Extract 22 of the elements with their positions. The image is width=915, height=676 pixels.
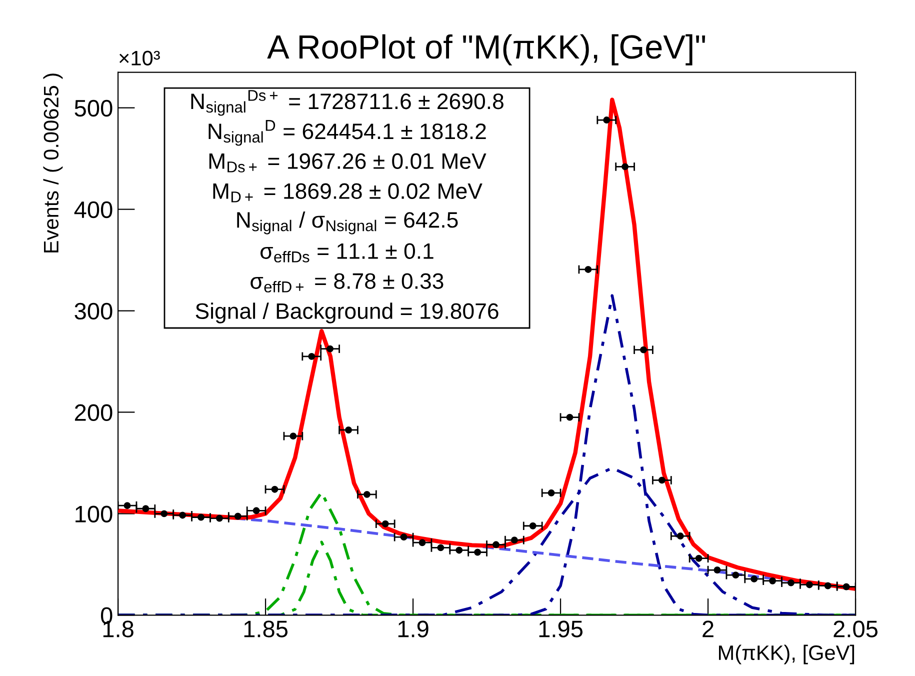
x-tick-label: 1.85 [244,620,288,638]
annotation: M$_{D+}$ = 1869.28 ± 0.02 MeV [213,183,482,202]
y-tick-label: 200 [74,404,112,422]
annotation: σ$_{effD+}$ = 8.78 ± 0.33 [250,273,444,292]
annotation: σ$_{effDs}$ = 11.1 ± 0.1 [260,243,434,262]
annotation: N$_{signal}$ / σ$_{Nsignal}$ = 642.5 [237,211,458,234]
text: ×10³ [119,50,160,66]
y-axis-title: Events / ( 0.00625 ) [43,74,63,252]
x-tick-label: 1.9 [398,620,428,638]
x-tick-label: 2 [702,620,714,638]
y-tick-label: 500 [74,100,112,117]
chart-title: A RooPlot of "M(πKK), [GeV]" [267,34,706,66]
annotation: N$_{signal}$$^{Ds+}$ = 1728711.6 ± 2690.8 [191,90,504,116]
y-tick-label: 100 [76,506,112,522]
x-tick-label: 1.95 [539,620,583,638]
y-tick-label: 400 [74,201,112,218]
x-axis-title: M(πKK), [GeV] [719,644,854,664]
annotation: Signal / Background = 19.8076 [196,302,498,324]
annotation: M$_{Ds+}$ = 1967.26 ± 0.01 MeV [209,153,486,172]
y-tick-label: 300 [74,302,112,320]
x-tick-label: 2.05 [834,620,878,638]
annotation: N$_{signal}$$^{D}$ = 624454.1 ± 1818.2 [208,120,486,146]
